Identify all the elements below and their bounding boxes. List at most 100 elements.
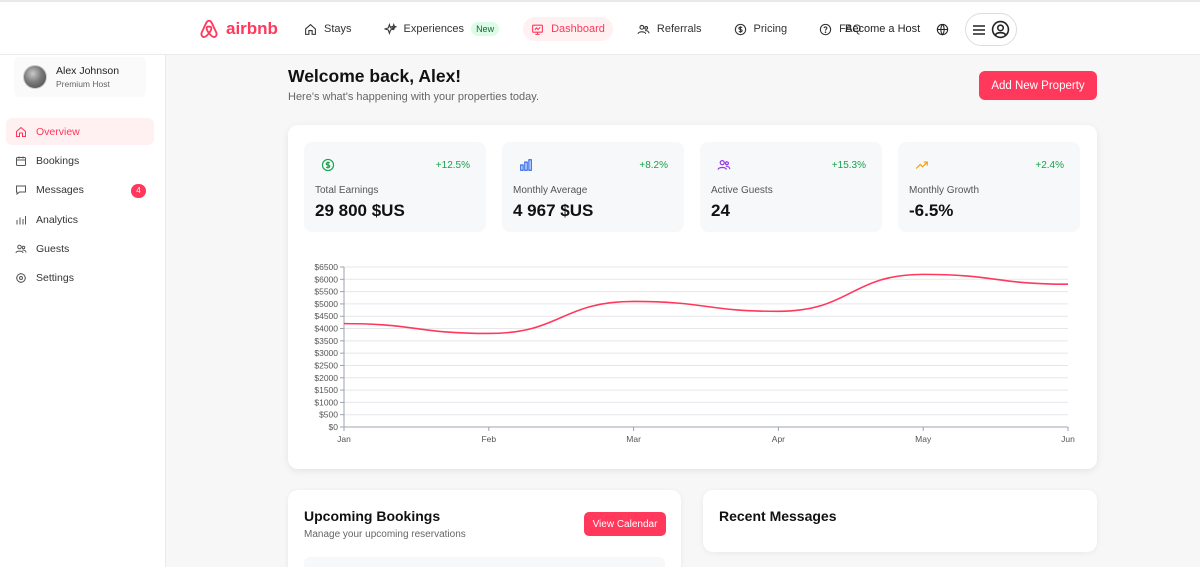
- earnings-line-chart: $0 $500 $1000 $1500 $2000 $2500 $3000 $3500 $400…: [314, 262, 1075, 444]
- globe-icon[interactable]: [936, 23, 949, 36]
- sidebar-item-label: Bookings: [36, 154, 80, 167]
- sidebar-item-messages[interactable]: Messages 4: [6, 177, 154, 204]
- y-tick-label: $3000: [314, 348, 338, 358]
- nav-experiences-label: Experiences: [403, 23, 465, 35]
- stat-label: Monthly Average: [513, 185, 588, 196]
- sidebar-item-overview[interactable]: Overview: [6, 118, 154, 145]
- recent-messages-card: Recent Messages: [703, 490, 1097, 552]
- dashboard-icon: [532, 24, 543, 35]
- message-icon: [16, 185, 26, 196]
- sidebar-item-settings[interactable]: Settings: [6, 265, 154, 292]
- sidebar-item-analytics[interactable]: Analytics: [6, 206, 154, 233]
- y-tick-label: $2500: [314, 360, 338, 370]
- top-navbar: airbnb Stays Experiences New Dashboard R…: [0, 0, 1200, 55]
- upcoming-bookings-card: Upcoming Bookings Manage your upcoming r…: [288, 490, 681, 567]
- y-tick-label: $2000: [314, 373, 338, 383]
- nav-pricing-label: Pricing: [753, 23, 788, 35]
- sidebar-item-guests[interactable]: Guests: [6, 236, 154, 263]
- stat-label: Active Guests: [711, 185, 773, 196]
- stat-label: Monthly Growth: [909, 185, 980, 196]
- sidebar-menu: Overview Bookings Messages 4 Analytics G…: [6, 118, 154, 294]
- stat-value: 29 800 $US: [315, 201, 405, 220]
- y-tick-label: $0: [329, 422, 339, 432]
- sidebar-item-bookings[interactable]: Bookings: [6, 147, 154, 174]
- hamburger-icon: [972, 24, 985, 35]
- users-icon: [717, 160, 731, 170]
- become-host-link[interactable]: Become a Host: [845, 23, 921, 35]
- profile-menu-button[interactable]: [965, 13, 1017, 46]
- nav-referrals[interactable]: Referrals: [629, 17, 710, 41]
- stat-card-monthly-average: +8.2% Monthly Average 4 967 $US: [502, 142, 684, 232]
- sidebar-item-label: Settings: [36, 272, 74, 285]
- booking-list: [304, 557, 665, 567]
- stat-card-total-earnings: +12.5% Total Earnings 29 800 $US: [304, 142, 486, 232]
- sparkles-icon: [383, 22, 397, 35]
- airbnb-logo-icon: [200, 19, 218, 38]
- stat-value: 24: [711, 201, 730, 220]
- series-line: [343, 273, 1069, 335]
- bookings-subtitle: Manage your upcoming reservations: [304, 529, 466, 540]
- users-icon: [15, 244, 27, 254]
- stat-delta: +8.2%: [639, 160, 668, 171]
- stat-label: Total Earnings: [315, 185, 379, 196]
- nav-faq[interactable]: FAQ: [811, 17, 869, 41]
- user-card[interactable]: Alex Johnson Premium Host: [14, 57, 146, 97]
- y-tick-label: $4000: [314, 324, 338, 334]
- x-tick-label: Jun: [1061, 434, 1075, 444]
- x-tick-label: Mar: [626, 434, 641, 444]
- x-tick-label: Apr: [772, 434, 785, 444]
- stat-value: -6.5%: [909, 201, 954, 220]
- help-icon: [819, 23, 832, 35]
- page-title: Welcome back, Alex!: [288, 66, 462, 86]
- x-tick-label: May: [915, 434, 932, 444]
- sidebar-item-label: Messages: [36, 184, 84, 197]
- messages-count-badge: 4: [131, 183, 146, 198]
- nav-pricing[interactable]: Pricing: [726, 17, 796, 41]
- new-badge: New: [471, 22, 500, 36]
- dollar-icon: [321, 158, 335, 172]
- user-role: Premium Host: [56, 79, 110, 89]
- messages-title: Recent Messages: [719, 508, 837, 524]
- sidebar-item-label: Analytics: [36, 213, 79, 226]
- home-icon: [16, 126, 26, 137]
- y-tick-label: $6000: [314, 274, 338, 284]
- y-tick-label: $6500: [314, 262, 338, 272]
- add-property-button[interactable]: Add New Property: [979, 71, 1097, 100]
- nav-faq-label: FAQ: [839, 23, 862, 35]
- y-tick-label: $4500: [314, 311, 338, 321]
- calendar-icon: [16, 156, 26, 166]
- stat-delta: +15.3%: [831, 160, 866, 171]
- stat-card-monthly-growth: +2.4% Monthly Growth -6.5%: [898, 142, 1080, 232]
- page-subtitle: Here's what's happening with your proper…: [288, 91, 540, 103]
- y-tick-label: $1000: [314, 397, 338, 407]
- brand-name: airbnb: [226, 19, 278, 38]
- y-tick-label: $1500: [314, 385, 338, 395]
- nav-experiences[interactable]: Experiences New: [376, 17, 508, 41]
- stat-delta: +2.4%: [1035, 160, 1064, 171]
- user-circle-icon: [991, 20, 1009, 39]
- bookings-title: Upcoming Bookings: [304, 508, 441, 524]
- brand-logo[interactable]: airbnb: [198, 18, 278, 40]
- x-tick-label: Jan: [337, 434, 351, 444]
- nav-stays[interactable]: Stays: [296, 17, 360, 41]
- y-tick-label: $5500: [314, 287, 338, 297]
- user-name: Alex Johnson: [56, 65, 120, 77]
- y-tick-label: $3500: [314, 336, 338, 346]
- y-tick-label: $500: [319, 410, 338, 420]
- sidebar: Alex Johnson Premium Host Overview Booki…: [0, 55, 166, 567]
- y-tick-label: $5000: [314, 299, 338, 309]
- nav-referrals-label: Referrals: [656, 23, 702, 35]
- earnings-card: +12.5% Total Earnings 29 800 $US +8.2% M…: [288, 125, 1097, 469]
- stat-delta: +12.5%: [435, 160, 470, 171]
- nav-dashboard-label: Dashboard: [551, 23, 605, 35]
- nav-dashboard[interactable]: Dashboard: [523, 17, 613, 41]
- trending-up-icon: [915, 161, 928, 169]
- avatar: [23, 65, 47, 89]
- gear-icon: [16, 273, 26, 284]
- view-calendar-button[interactable]: View Calendar: [584, 512, 666, 536]
- bar-chart-icon: [520, 159, 532, 171]
- stat-card-active-guests: +15.3% Active Guests 24: [700, 142, 882, 232]
- sidebar-item-label: Overview: [36, 125, 80, 138]
- nav-stays-label: Stays: [324, 23, 352, 35]
- users-icon: [637, 24, 650, 34]
